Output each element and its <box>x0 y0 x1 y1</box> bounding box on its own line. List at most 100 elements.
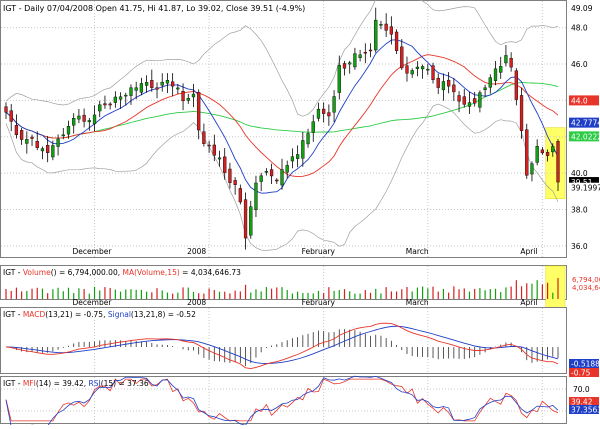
candle-body <box>416 67 419 69</box>
volume-bar <box>250 293 251 299</box>
rsi-title-value: (14) = 39.42, <box>36 379 89 388</box>
candle-body <box>301 140 304 158</box>
volume-title-ma: MA(Volume,15) <box>123 268 180 277</box>
candle-body <box>25 139 28 143</box>
price-x-tick-label: April <box>520 247 537 256</box>
candle-body <box>234 180 237 184</box>
price-last-value-text: 44.0 <box>571 96 588 105</box>
price-y-tick-label: 48.0 <box>571 24 588 33</box>
volume-highlight-box <box>546 266 565 313</box>
candle-body <box>343 63 346 68</box>
volume-bar <box>146 292 147 299</box>
volume-last-value-label: 4,034,646 <box>572 284 600 292</box>
candle-body <box>525 130 528 176</box>
candle-body <box>385 24 388 30</box>
volume-bar <box>136 290 137 299</box>
candle-body <box>62 135 65 136</box>
macd-title-value: (13,21) = -0.75, <box>45 310 108 319</box>
candle-body <box>499 66 502 72</box>
macd-last-value-label: -0.5188 <box>569 359 600 369</box>
volume-bar <box>339 290 340 299</box>
volume-bar <box>73 293 74 299</box>
candle-body <box>473 98 476 103</box>
volume-bar <box>453 286 454 299</box>
volume-bar <box>130 289 131 299</box>
candle-body <box>98 105 101 111</box>
volume-bar <box>89 294 90 299</box>
rsi-y-tick-label: 70.0 <box>573 385 590 394</box>
price-panel-frame <box>1 1 567 258</box>
volume-bar <box>52 289 53 299</box>
volume-x-tick-label: 2008 <box>187 298 206 307</box>
candle-body <box>432 66 435 80</box>
candle-body <box>202 132 205 144</box>
volume-bar <box>177 293 178 299</box>
candle-body <box>171 82 174 86</box>
candle-body <box>484 88 487 90</box>
volume-bar <box>57 288 58 299</box>
volume-bar <box>344 289 345 299</box>
candle-body <box>228 169 231 183</box>
candle-body <box>270 170 273 176</box>
volume-bar <box>11 291 12 299</box>
rsi-title-mfi: MFI <box>23 379 36 388</box>
candle-body <box>458 95 461 101</box>
volume-bar <box>266 287 267 299</box>
candle-body <box>150 80 153 87</box>
candle-body <box>374 20 377 50</box>
candle-body <box>166 80 169 83</box>
candle-body <box>46 145 49 153</box>
candle-body <box>307 134 310 144</box>
candle-body <box>296 154 299 158</box>
candle-body <box>114 97 117 103</box>
candle-body <box>36 141 39 148</box>
candle-body <box>77 116 80 119</box>
price-x-tick-label: December <box>73 247 113 256</box>
volume-bar <box>474 289 475 299</box>
volume-bar <box>16 288 17 299</box>
candle-body <box>249 207 252 235</box>
price-y-tick-label: 36.0 <box>571 242 588 251</box>
volume-bar <box>484 290 485 299</box>
volume-bar <box>479 288 480 299</box>
volume-bar <box>172 294 173 299</box>
candle-body <box>546 152 549 155</box>
volume-bar <box>214 290 215 299</box>
volume-bar <box>31 289 32 299</box>
price-y-tick-label: 38.0 <box>571 206 588 215</box>
volume-bar <box>333 291 334 299</box>
price-x-tick-label: February <box>302 247 336 256</box>
price-y-tick-label: 40.0 <box>571 169 588 178</box>
price-last-value-text: 42.7774 <box>571 119 600 128</box>
candle-body <box>353 54 356 67</box>
candle-body <box>468 103 471 107</box>
candle-body <box>135 88 138 91</box>
candle-body <box>317 109 320 118</box>
candle-body <box>93 115 96 124</box>
candle-body <box>494 69 497 81</box>
candle-body <box>364 52 367 53</box>
rsi-last-value-text: 37.3563 <box>571 406 600 415</box>
volume-title-volume: Volume <box>23 268 51 277</box>
volume-bar <box>375 289 376 299</box>
candle-body <box>140 83 143 92</box>
volume-bar <box>245 285 246 299</box>
price-last-value-label: 49.09 <box>569 3 599 13</box>
candle-body <box>130 88 133 96</box>
volume-bar <box>219 292 220 299</box>
volume-bar <box>240 291 241 299</box>
candle-body <box>400 47 403 68</box>
candle-body <box>104 104 107 105</box>
candle-body <box>333 97 336 113</box>
macd-title-signal-value: (13,21,8) = -0.52 <box>131 310 196 319</box>
macd-last-value-text: -0.75 <box>571 369 591 378</box>
candle-body <box>395 32 398 51</box>
volume-bar <box>224 292 225 299</box>
candle-body <box>426 69 429 70</box>
volume-title-prefix: IGT - <box>3 268 23 277</box>
candle-body <box>260 176 263 182</box>
volume-bar <box>281 287 282 299</box>
candle-body <box>504 55 507 63</box>
